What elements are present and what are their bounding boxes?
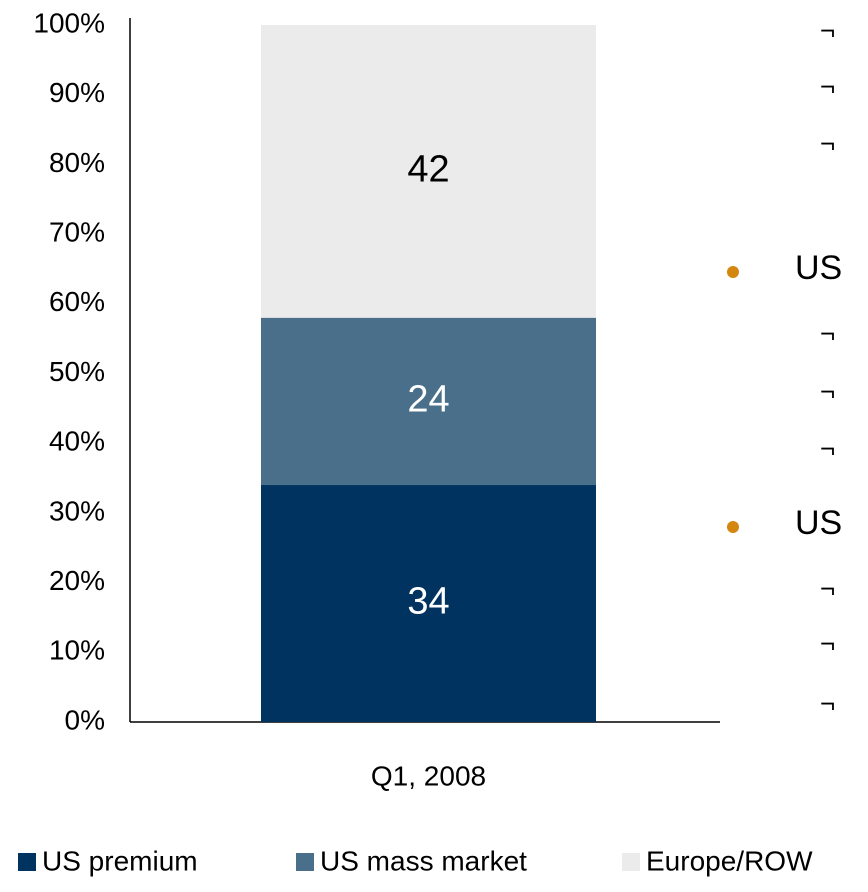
bar-segment <box>261 25 596 318</box>
y-tick-label: 40% <box>49 426 105 457</box>
bullet-text: US <box>795 504 842 542</box>
y-tick-label: 90% <box>49 77 105 108</box>
legend-label: US mass market <box>320 845 527 876</box>
bullet-text: US <box>795 249 842 287</box>
sub-bullet: ¬ <box>820 688 835 718</box>
y-tick-label: 10% <box>49 635 105 666</box>
sub-bullet: ¬ <box>820 628 835 658</box>
y-tick-label: 30% <box>49 495 105 526</box>
sub-bullet: ¬ <box>820 128 835 158</box>
sub-bullet: ¬ <box>820 433 835 463</box>
y-tick-label: 50% <box>49 356 105 387</box>
sub-bullet: ¬ <box>820 71 835 101</box>
legend-label: Europe/ROW <box>646 845 813 876</box>
data-label: 34 <box>407 581 449 623</box>
y-tick-label: 20% <box>49 565 105 596</box>
legend-swatch <box>18 853 36 871</box>
sub-bullet: ¬ <box>820 318 835 348</box>
bar-segment <box>261 485 596 722</box>
x-tick-label: Q1, 2008 <box>371 760 486 791</box>
legend-swatch <box>296 853 314 871</box>
y-tick-label: 60% <box>49 286 105 317</box>
data-label: 24 <box>407 378 449 420</box>
y-tick-label: 0% <box>65 704 105 735</box>
data-label: 42 <box>407 148 449 190</box>
bullet-dot <box>727 266 739 278</box>
y-tick-label: 100% <box>33 7 105 38</box>
legend-label: US premium <box>42 845 198 876</box>
legend-swatch <box>622 853 640 871</box>
sub-bullet: ¬ <box>820 573 835 603</box>
sub-bullet: ¬ <box>820 376 835 406</box>
y-tick-label: 80% <box>49 147 105 178</box>
bullet-dot <box>727 521 739 533</box>
bar-segment <box>261 317 596 486</box>
y-tick-label: 70% <box>49 216 105 247</box>
sub-bullet: ¬ <box>820 15 835 45</box>
